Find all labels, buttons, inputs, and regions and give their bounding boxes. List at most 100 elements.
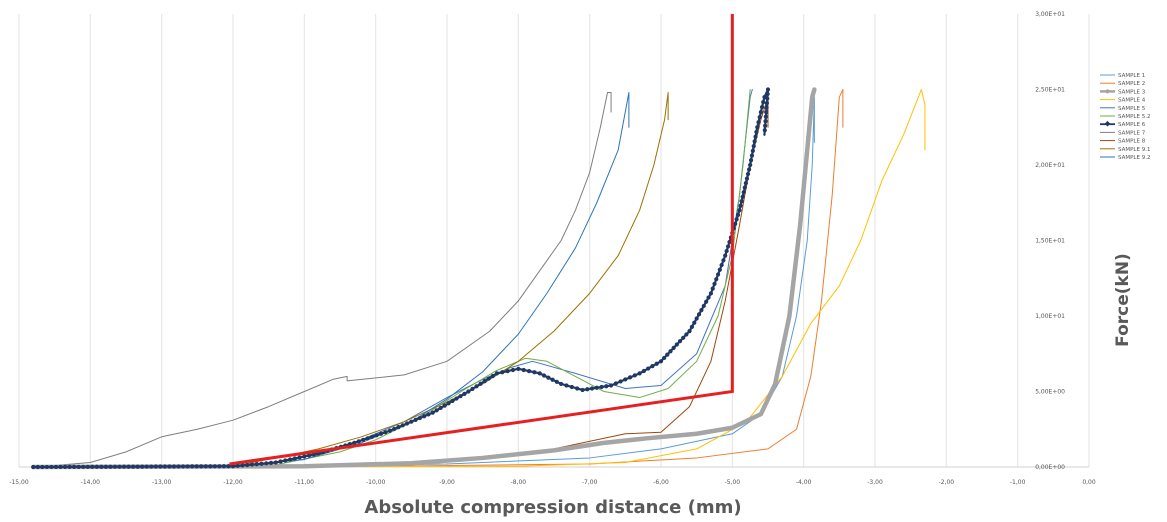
series-marker-sample-6 — [618, 379, 623, 384]
series-marker-sample-6 — [67, 464, 72, 469]
series-marker-sample-6 — [755, 125, 760, 130]
y-tick-label: 1,50E+01 — [1035, 238, 1065, 245]
series-marker-sample-6 — [764, 105, 769, 110]
series-marker-sample-6 — [44, 464, 49, 470]
series-marker-sample-6 — [740, 194, 745, 199]
series-marker-sample-6 — [383, 430, 388, 435]
series-marker-sample-6 — [103, 464, 108, 469]
series-marker-sample-6 — [692, 320, 697, 325]
series-marker-sample-6 — [627, 375, 633, 380]
series-marker-sample-6 — [81, 464, 86, 469]
series-marker-sample-6 — [462, 391, 467, 396]
series-marker-sample-6 — [521, 367, 526, 373]
series-marker-sample-6 — [287, 457, 293, 462]
series-marker-sample-6 — [764, 110, 769, 115]
series-marker-sample-6 — [361, 437, 366, 442]
series-marker-sample-6 — [741, 190, 746, 195]
series-line-sample-9-1 — [32, 92, 669, 468]
legend-label: SAMPLE 9.1 — [1118, 147, 1150, 153]
series-marker-sample-6 — [171, 464, 177, 469]
y-axis-ticks: 0,00E+00 5,00E+00 1,00E+01 1,50E+01 2,00E+01… — [1035, 11, 1065, 471]
series-line-sample-4 — [32, 89, 926, 468]
series-marker-sample-6 — [230, 464, 236, 469]
series-marker-sample-6 — [35, 464, 40, 470]
series-marker-sample-6 — [608, 383, 614, 388]
series-marker-sample-6 — [140, 464, 145, 469]
series-marker-sample-6 — [76, 464, 81, 469]
series-marker-sample-6 — [746, 167, 752, 172]
legend-label: SAMPLE 3 — [1118, 89, 1146, 95]
series-marker-sample-6 — [378, 431, 384, 436]
x-axis-ticks: -15,00 -14,00 -13,00 -12,00 -11,00 -10,00 -9,0… — [9, 479, 1096, 486]
series-marker-sample-6 — [748, 162, 753, 168]
series-marker-sample-6 — [180, 464, 186, 469]
series-marker-sample-6 — [458, 394, 463, 399]
series-marker-sample-6 — [550, 377, 555, 382]
series-marker-sample-6 — [482, 379, 487, 384]
series-marker-sample-6 — [85, 464, 90, 469]
series-marker-sample-6 — [153, 464, 158, 469]
series-marker-sample-6 — [90, 464, 95, 469]
series-marker-sample-6 — [259, 461, 264, 466]
series-marker-sample-6 — [422, 414, 427, 419]
series-marker-sample-6 — [759, 105, 765, 110]
series-marker-sample-6 — [126, 464, 131, 469]
series-marker-sample-6 — [687, 329, 692, 334]
series-marker-sample-6 — [594, 385, 599, 390]
series-marker-sample-6 — [580, 387, 585, 393]
series-marker-sample-6 — [654, 361, 659, 366]
series-marker-sample-6 — [758, 110, 763, 115]
series-marker-sample-6 — [744, 176, 750, 181]
series-marker-sample-6 — [745, 171, 751, 177]
series-marker-sample-6 — [765, 87, 771, 92]
legend-marker — [1105, 89, 1110, 94]
series-marker-sample-6 — [727, 239, 732, 245]
x-tick-label: -9,00 — [439, 479, 455, 486]
series-marker-sample-6 — [696, 312, 702, 317]
series-marker-sample-6 — [158, 464, 163, 469]
series-marker-sample-6 — [749, 153, 755, 158]
y-tick-label: 1,00E+01 — [1035, 313, 1065, 320]
x-tick-label: -4,00 — [796, 479, 812, 486]
series-marker-sample-6 — [689, 324, 695, 330]
series-marker-sample-6 — [637, 371, 642, 376]
series-marker-sample-6 — [585, 387, 590, 392]
series-line-sample-2 — [32, 89, 844, 468]
x-tick-label: -8,00 — [511, 479, 527, 486]
series-marker-sample-6 — [235, 463, 240, 468]
series-marker-sample-6 — [454, 396, 459, 401]
y-tick-label: 2,50E+01 — [1035, 87, 1065, 94]
series-marker-sample-6 — [671, 345, 676, 350]
x-tick-label: -14,00 — [81, 479, 101, 486]
series-marker-sample-6 — [701, 303, 706, 309]
series-marker-sample-6 — [753, 134, 758, 139]
series-marker-sample-6 — [662, 355, 667, 361]
x-axis-title: Absolute compression distance (mm) — [364, 497, 741, 518]
series-marker-sample-6 — [392, 426, 397, 432]
x-tick-label: -6,00 — [653, 479, 669, 486]
series-marker-sample-6 — [404, 421, 410, 426]
legend-label: SAMPLE 5 — [1118, 106, 1146, 112]
series-marker-sample-6 — [144, 464, 149, 469]
x-tick-label: -7,00 — [582, 479, 598, 486]
series-marker-sample-6 — [374, 433, 379, 438]
series-marker-sample-6 — [466, 389, 471, 394]
series-marker-sample-6 — [117, 464, 122, 469]
series-marker-sample-6 — [714, 277, 719, 282]
x-tick-label: 0,00 — [1082, 479, 1096, 486]
series-marker-sample-6 — [370, 434, 375, 439]
series-marker-sample-6 — [599, 384, 604, 390]
legend-label: SAMPLE 4 — [1118, 98, 1146, 104]
series-marker-sample-6 — [677, 339, 683, 344]
series-marker-sample-6 — [684, 332, 689, 337]
series-marker-sample-6 — [613, 381, 618, 386]
series-marker-sample-6 — [297, 455, 302, 460]
series-marker-sample-6 — [400, 423, 405, 428]
series-marker-sample-6 — [486, 376, 491, 381]
legend-marker — [1104, 120, 1111, 127]
series-marker-sample-6 — [245, 462, 250, 468]
legend-label: SAMPLE 5.2 — [1118, 114, 1150, 120]
series-marker-sample-6 — [668, 349, 673, 354]
series-marker-sample-6 — [409, 419, 414, 424]
